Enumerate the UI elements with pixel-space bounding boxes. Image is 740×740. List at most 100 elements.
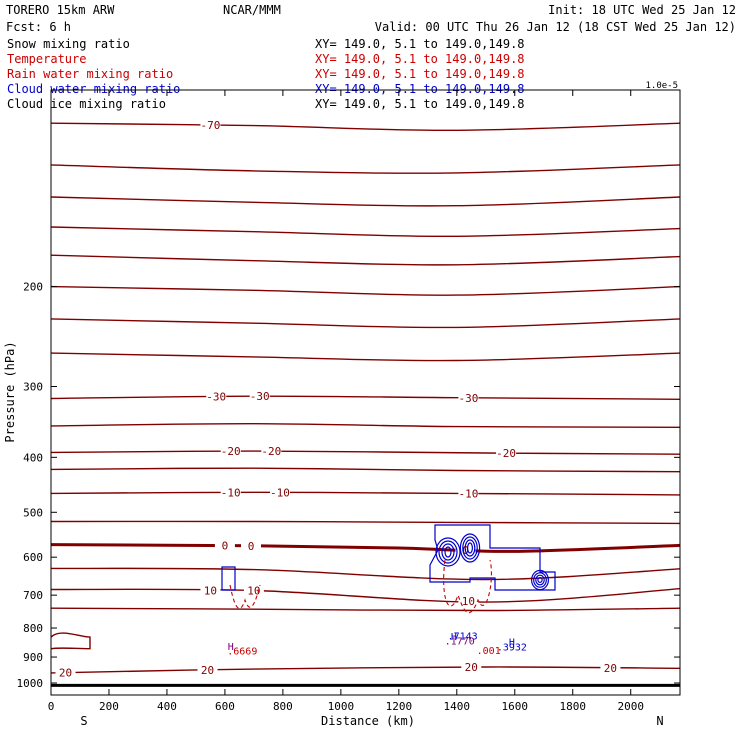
- contour-label-8-1: -30: [250, 390, 270, 403]
- temperature-contour-1: [51, 164, 680, 174]
- y-tick-label-7: 900: [23, 651, 43, 664]
- contour-label-bg-18-3: [600, 661, 621, 674]
- contour-label-bg-16-0: [200, 584, 221, 597]
- legend-field-4: Cloud ice mixing ratio: [7, 97, 166, 111]
- cloud-water-ring-6: [441, 543, 455, 561]
- x-tick-label-9: 1800: [560, 700, 587, 713]
- contour-label-16-2: 10: [462, 595, 475, 608]
- cloud-water-ring-c-3: [537, 576, 543, 583]
- contour-label-bg-12-1: [269, 486, 290, 499]
- contour-label-16-1: 10: [247, 585, 260, 598]
- contour-label-bg-16-1: [243, 584, 264, 597]
- legend-xy-1: XY= 149.0, 5.1 to 149.0,149.8: [315, 52, 525, 66]
- cloud-water-ring-c-12: [530, 569, 549, 591]
- temperature-contour-14: [51, 543, 680, 553]
- temperature-contour-4: [51, 254, 680, 266]
- contour-label-12-0: -10: [221, 486, 241, 499]
- y-tick-label-3: 500: [23, 506, 43, 519]
- north-label: N: [656, 714, 663, 728]
- cloud-ice-label-1: .7143: [448, 631, 478, 642]
- temperature-contour-2: [51, 196, 680, 207]
- cloud-water-ring-c-9: [533, 572, 547, 588]
- x-tick-label-4: 800: [273, 700, 293, 713]
- contour-label-bg-0-0: [200, 119, 221, 132]
- x-tick-label-8: 1600: [502, 700, 529, 713]
- y-tick-label-6: 800: [23, 622, 43, 635]
- temperature-contour-11: [51, 467, 680, 473]
- x-tick-label-7: 1400: [444, 700, 471, 713]
- model-title: TORERO 15km ARW: [6, 3, 115, 17]
- rain-water-region-west: [229, 584, 261, 609]
- x-tick-label-1: 200: [99, 700, 119, 713]
- plot-area: -70-30 -30 -30-20 -20 -20-10 -10 -100 0 010 10102…: [50, 81, 681, 696]
- contour-label-8-2: -30: [458, 392, 478, 405]
- contour-label-bg-12-0: [220, 486, 241, 499]
- y-tick-label-2: 400: [23, 451, 43, 464]
- y-tick-label-4: 600: [23, 551, 43, 564]
- temperature-contour-16: [51, 588, 680, 603]
- y-tick-label-0: 200: [23, 281, 43, 294]
- cloud-ice-label-0: H: [228, 642, 234, 653]
- rain-label-1: .001: [477, 646, 501, 657]
- contour-label-bg-18-1: [197, 663, 218, 676]
- x-tick-label-3: 600: [215, 700, 235, 713]
- cloud-water-ring-b-6: [464, 539, 476, 557]
- temperature-contour-5: [51, 285, 680, 296]
- x-tick-label-10: 2000: [617, 700, 644, 713]
- contour-label-18-0: 20: [59, 667, 72, 680]
- cloud-water-ring-b-12: [459, 533, 481, 563]
- plot-contents: -70-30 -30 -30-20 -20 -20-10 -10 -100 0 010 10102…: [51, 119, 680, 687]
- contour-label-10-0: -20: [221, 445, 241, 458]
- cloud-water-ring-12: [435, 537, 461, 567]
- cloud-water-ring-b-9: [462, 536, 478, 560]
- cloud-water-contours: [221, 524, 556, 591]
- contour-label-12-2: -10: [458, 487, 478, 500]
- temperature-contour-7: [51, 352, 680, 362]
- contour-label-8-0: -30: [206, 391, 226, 404]
- temperature-contour-10: [51, 450, 680, 455]
- legend-field-1: Temperature: [7, 52, 86, 66]
- x-tick-label-0: 0: [48, 700, 55, 713]
- cloud-water-ring-3: [444, 546, 452, 558]
- contour-label-bg-8-0: [206, 390, 227, 403]
- contour-label-bg-18-2: [461, 661, 482, 674]
- x-axis-label: Distance (km): [321, 714, 415, 728]
- rain-label-0: .6669: [227, 646, 257, 657]
- legend-field-2: Rain water mixing ratio: [7, 67, 173, 81]
- contour-label-0-0: -70: [200, 119, 220, 132]
- cloud-water-label-1: H: [509, 638, 515, 649]
- cloud-water-region-east: [429, 524, 556, 591]
- south-label: S: [80, 714, 87, 728]
- axes: 0 200 400 600 800 1000 1200 1400 1600 1800 2000 200…: [17, 90, 680, 713]
- legend-xy-0: XY= 149.0, 5.1 to 149.0,149.8: [315, 37, 525, 51]
- plot-frame: [50, 89, 681, 696]
- legend-field-0: Snow mixing ratio: [7, 37, 130, 51]
- contour-label-bg-12-2: [458, 487, 479, 500]
- y-axis-label: Pressure (hPa): [3, 341, 17, 442]
- rain-water-contours: [229, 559, 492, 614]
- contour-label-10-2: -20: [496, 447, 516, 460]
- cloud-water-label-2: .3932: [497, 642, 527, 653]
- temperature-contour-18: [51, 666, 680, 674]
- contour-label-bg-8-2: [458, 391, 479, 404]
- temperature-contour-17: [51, 607, 680, 612]
- valid-time: Valid: 00 UTC Thu 26 Jan 12 (18 CST Wed …: [375, 20, 736, 34]
- y-tick-label-1: 300: [23, 380, 43, 393]
- contour-label-bg-14-0: [214, 539, 235, 552]
- x-tick-label-2: 400: [157, 700, 177, 713]
- x-tick-label-5: 1000: [328, 700, 355, 713]
- contour-label-bg-10-1: [261, 445, 282, 458]
- init-time: Init: 18 UTC Wed 25 Jan 12: [548, 3, 736, 17]
- contour-label-18-1: 20: [201, 664, 214, 677]
- legend-xy-2: XY= 149.0, 5.1 to 149.0,149.8: [315, 67, 525, 81]
- x-tick-label-6: 1200: [386, 700, 413, 713]
- field-legend: Snow mixing ratio XY= 149.0, 5.1 to 149.0…: [7, 37, 525, 111]
- temperature-contour-15: [51, 567, 680, 581]
- temperature-contour-13: [51, 520, 680, 525]
- cloud-water-label-0: H: [451, 632, 457, 643]
- temperature-contour-8: [51, 395, 680, 400]
- header: TORERO 15km ARW NCAR/MMM Init: 18 UTC We…: [6, 3, 736, 34]
- contour-label-bg-10-2: [496, 447, 517, 460]
- cloud-water-region-west: [221, 566, 236, 591]
